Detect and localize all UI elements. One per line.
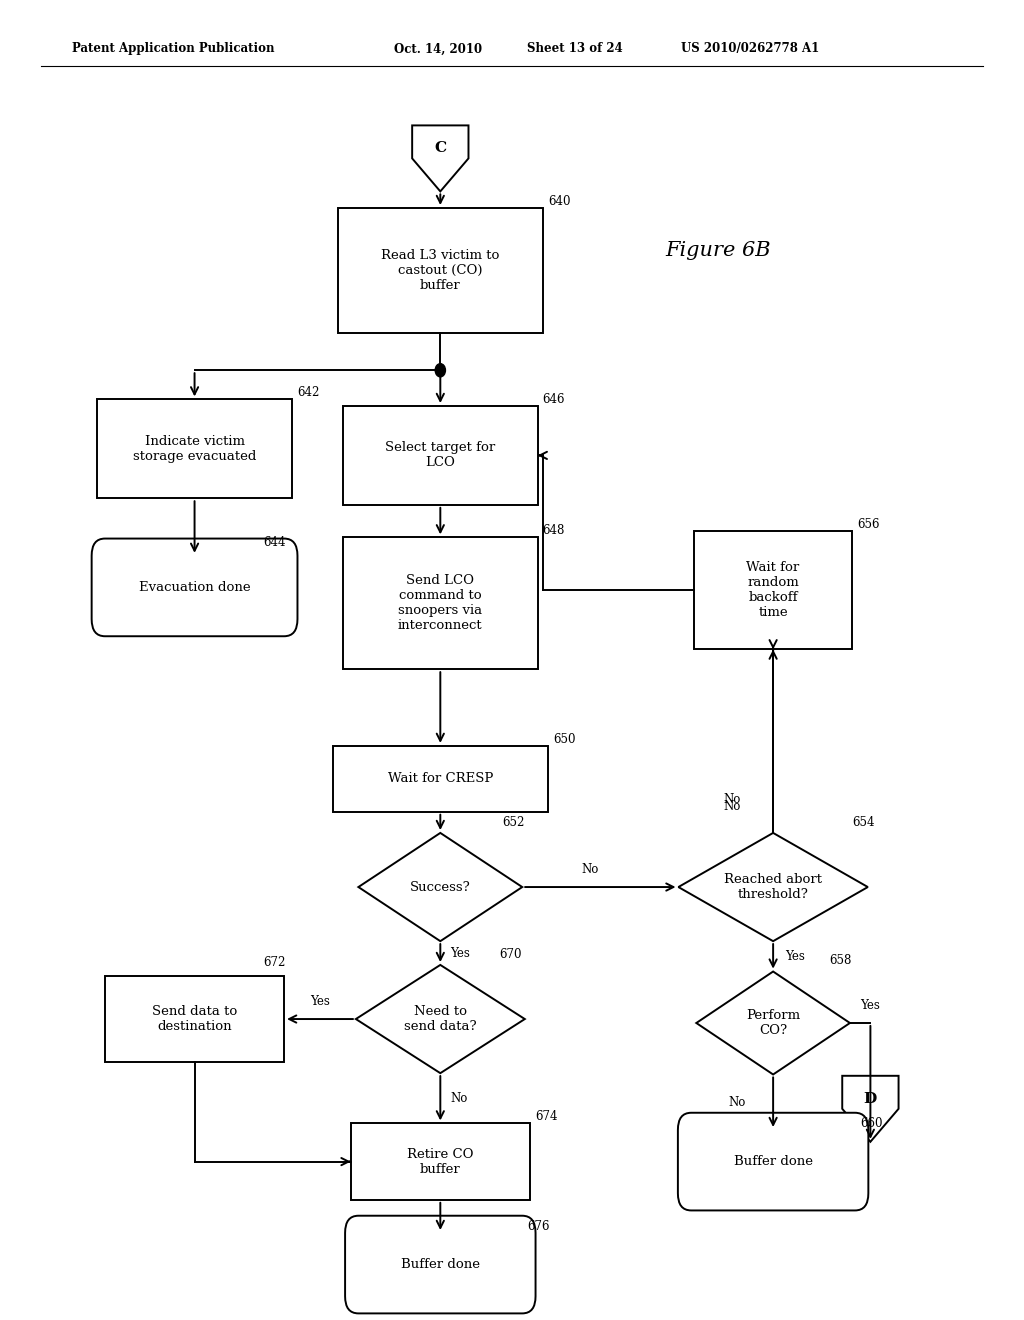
FancyBboxPatch shape (694, 531, 852, 649)
Polygon shape (842, 1076, 899, 1142)
Text: 672: 672 (263, 957, 286, 969)
Text: No: No (451, 1092, 468, 1105)
Text: Patent Application Publication: Patent Application Publication (72, 42, 274, 55)
FancyBboxPatch shape (97, 399, 292, 498)
FancyBboxPatch shape (350, 1123, 530, 1200)
FancyBboxPatch shape (338, 207, 543, 333)
Text: 640: 640 (548, 195, 570, 207)
Text: US 2010/0262778 A1: US 2010/0262778 A1 (681, 42, 819, 55)
Text: 652: 652 (502, 816, 524, 829)
Text: 674: 674 (535, 1110, 557, 1123)
FancyBboxPatch shape (333, 746, 548, 812)
Text: Select target for
LCO: Select target for LCO (385, 441, 496, 470)
Text: 656: 656 (858, 517, 880, 531)
Text: Wait for
random
backoff
time: Wait for random backoff time (746, 561, 800, 619)
Text: 642: 642 (297, 387, 319, 399)
Text: Reached abort
threshold?: Reached abort threshold? (724, 873, 822, 902)
Text: 654: 654 (852, 816, 874, 829)
Text: Figure 6B: Figure 6B (666, 242, 771, 260)
Text: Send LCO
command to
snoopers via
interconnect: Send LCO command to snoopers via interco… (398, 574, 482, 632)
Text: Send data to
destination: Send data to destination (152, 1005, 238, 1034)
Text: Retire CO
buffer: Retire CO buffer (408, 1147, 473, 1176)
FancyBboxPatch shape (105, 977, 284, 1061)
Text: Need to
send data?: Need to send data? (404, 1005, 476, 1034)
Text: Success?: Success? (410, 880, 471, 894)
FancyBboxPatch shape (92, 539, 297, 636)
Polygon shape (358, 833, 522, 941)
FancyBboxPatch shape (345, 1216, 536, 1313)
Text: Sheet 13 of 24: Sheet 13 of 24 (527, 42, 624, 55)
Text: 648: 648 (543, 524, 565, 537)
Text: Yes: Yes (785, 950, 805, 962)
Text: Oct. 14, 2010: Oct. 14, 2010 (394, 42, 482, 55)
Text: 658: 658 (829, 954, 852, 968)
Text: 660: 660 (860, 1117, 883, 1130)
Text: Wait for CRESP: Wait for CRESP (388, 772, 493, 785)
Text: 650: 650 (553, 733, 575, 746)
Text: C: C (434, 141, 446, 156)
Text: No: No (724, 800, 740, 813)
Text: No: No (724, 793, 740, 807)
Text: Evacuation done: Evacuation done (138, 581, 251, 594)
Text: D: D (864, 1092, 877, 1106)
FancyBboxPatch shape (678, 1113, 868, 1210)
Text: 644: 644 (263, 536, 286, 549)
Text: Perform
CO?: Perform CO? (746, 1008, 800, 1038)
Text: No: No (582, 863, 599, 876)
FancyBboxPatch shape (343, 407, 538, 504)
Circle shape (435, 363, 445, 378)
Polygon shape (678, 833, 868, 941)
Text: 646: 646 (543, 393, 565, 405)
Text: Read L3 victim to
castout (CO)
buffer: Read L3 victim to castout (CO) buffer (381, 249, 500, 292)
Polygon shape (356, 965, 524, 1073)
Text: Buffer done: Buffer done (733, 1155, 813, 1168)
Text: Yes: Yes (310, 995, 330, 1008)
Text: 670: 670 (499, 948, 521, 961)
FancyBboxPatch shape (343, 537, 538, 669)
Text: Buffer done: Buffer done (400, 1258, 480, 1271)
Polygon shape (412, 125, 469, 191)
Polygon shape (696, 972, 850, 1074)
Text: Yes: Yes (451, 946, 470, 960)
Text: Indicate victim
storage evacuated: Indicate victim storage evacuated (133, 434, 256, 463)
Text: Yes: Yes (860, 999, 881, 1012)
Text: 676: 676 (527, 1220, 550, 1233)
Text: No: No (729, 1096, 745, 1109)
